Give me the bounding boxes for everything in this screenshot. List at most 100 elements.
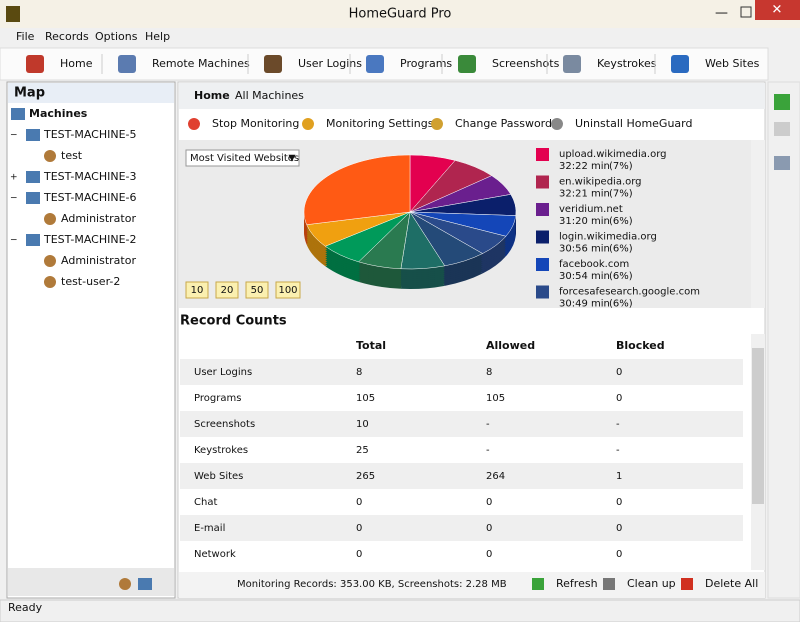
action-button[interactable]: Stop Monitoring bbox=[212, 117, 299, 130]
footer-button[interactable]: Delete All bbox=[705, 577, 758, 590]
menu-item[interactable]: Options bbox=[95, 30, 138, 43]
toolbar-icon bbox=[458, 55, 476, 73]
menu-item[interactable]: Records bbox=[45, 30, 89, 43]
user-icon bbox=[44, 255, 56, 267]
table-cell: 105 bbox=[356, 393, 375, 404]
toolbar-icon bbox=[118, 55, 136, 73]
toolbar-button[interactable]: Programs bbox=[400, 57, 452, 70]
limit-label: 20 bbox=[221, 285, 234, 296]
toolbar-icon bbox=[366, 55, 384, 73]
limit-button[interactable] bbox=[245, 281, 269, 299]
expander[interactable]: − bbox=[10, 236, 18, 246]
window-title: HomeGuard Pro bbox=[349, 7, 452, 22]
toolbar-button[interactable]: Keystrokes bbox=[597, 57, 657, 70]
row-bg bbox=[180, 411, 743, 437]
column-header: Total bbox=[356, 339, 386, 352]
row-label: Programs bbox=[194, 393, 241, 404]
expander[interactable]: − bbox=[10, 131, 18, 141]
action-button[interactable]: Uninstall HomeGuard bbox=[575, 117, 692, 130]
row-label: User Logins bbox=[194, 367, 252, 378]
dropdown-arrow: ▼ bbox=[289, 154, 296, 164]
table-cell: 1 bbox=[616, 471, 622, 482]
table-cell: 264 bbox=[486, 471, 505, 482]
minimize[interactable]: — bbox=[715, 6, 728, 21]
toolbar-button[interactable]: Home bbox=[60, 57, 93, 70]
machine-node[interactable]: TEST-MACHINE-2 bbox=[43, 233, 137, 246]
status-bar bbox=[0, 599, 800, 623]
legend-name: upload.wikimedia.org bbox=[559, 149, 667, 160]
action-button[interactable]: Change Password bbox=[455, 117, 552, 130]
legend-percent: (7%) bbox=[609, 189, 633, 200]
legend-time: 30:49 min bbox=[559, 299, 610, 310]
toolbar-icon bbox=[563, 55, 581, 73]
breadcrumb[interactable]: All Machines bbox=[235, 89, 304, 102]
footer-bar bbox=[179, 572, 765, 598]
side-icon[interactable] bbox=[774, 94, 790, 110]
close[interactable] bbox=[755, 0, 800, 20]
toolbar-button[interactable]: Remote Machines bbox=[152, 57, 250, 70]
toolbar-button[interactable]: User Logins bbox=[298, 57, 362, 70]
user-node[interactable]: Administrator bbox=[61, 212, 136, 225]
menu-item[interactable]: Help bbox=[145, 30, 170, 43]
table-cell: 105 bbox=[486, 393, 505, 404]
legend-swatch bbox=[536, 230, 549, 244]
user-node[interactable]: test-user-2 bbox=[61, 275, 120, 288]
table-cell: 0 bbox=[616, 523, 622, 534]
limit-button[interactable] bbox=[185, 281, 209, 299]
table-cell: 0 bbox=[486, 497, 492, 508]
app-icon bbox=[6, 6, 20, 22]
action-icon bbox=[551, 118, 563, 130]
title-bar bbox=[0, 0, 800, 28]
table-cell: 0 bbox=[356, 523, 362, 534]
table-cell: 0 bbox=[616, 549, 622, 560]
footer-icon bbox=[681, 578, 693, 590]
user-icon bbox=[119, 578, 131, 590]
user-icon bbox=[44, 150, 56, 162]
limit-label: 10 bbox=[191, 285, 204, 296]
tree-root[interactable]: Machines bbox=[29, 107, 88, 120]
machine-node[interactable]: TEST-MACHINE-6 bbox=[43, 191, 137, 204]
toolbar-button[interactable]: Screenshots bbox=[492, 57, 560, 70]
limit-button[interactable] bbox=[275, 281, 301, 299]
close-x: ✕ bbox=[772, 3, 783, 18]
footer-button[interactable]: Clean up bbox=[627, 577, 676, 590]
column-header: Blocked bbox=[616, 339, 665, 352]
footer-icon bbox=[603, 578, 615, 590]
legend-time: 32:22 min bbox=[559, 161, 610, 172]
side-icon[interactable] bbox=[774, 122, 790, 136]
table-cell: - bbox=[616, 445, 620, 456]
user-node[interactable]: test bbox=[61, 149, 83, 162]
machine-icon bbox=[138, 578, 152, 590]
table-cell: 0 bbox=[486, 523, 492, 534]
chart-selector[interactable] bbox=[185, 149, 300, 167]
legend-time: 31:20 min bbox=[559, 216, 610, 227]
scroll-thumb[interactable] bbox=[752, 348, 764, 504]
user-node[interactable]: Administrator bbox=[61, 254, 136, 267]
action-button[interactable]: Monitoring Settings bbox=[326, 117, 434, 130]
breadcrumb[interactable]: Home bbox=[194, 89, 230, 102]
expander[interactable]: + bbox=[10, 173, 18, 183]
limit-button[interactable] bbox=[215, 281, 239, 299]
table-cell: - bbox=[616, 419, 620, 430]
maximize[interactable] bbox=[740, 6, 752, 18]
chart-scrollbar[interactable] bbox=[751, 140, 765, 308]
row-label: Network bbox=[194, 549, 236, 560]
machine-node[interactable]: TEST-MACHINE-5 bbox=[43, 128, 137, 141]
legend-time: 30:54 min bbox=[559, 271, 610, 282]
row-bg bbox=[180, 359, 743, 385]
expander[interactable]: − bbox=[10, 194, 18, 204]
table-cell: 10 bbox=[356, 419, 369, 430]
machine-node[interactable]: TEST-MACHINE-3 bbox=[43, 170, 137, 183]
table-cell: 0 bbox=[356, 497, 362, 508]
side-icon[interactable] bbox=[774, 156, 790, 170]
machine-icon bbox=[26, 192, 40, 204]
row-label: Screenshots bbox=[194, 419, 255, 430]
status-text: Ready bbox=[8, 601, 43, 614]
legend-swatch bbox=[536, 148, 549, 161]
footer-button[interactable]: Refresh bbox=[556, 577, 598, 590]
table-cell: 0 bbox=[616, 497, 622, 508]
toolbar-button[interactable]: Web Sites bbox=[705, 57, 760, 70]
action-icon bbox=[302, 118, 314, 130]
menu-item[interactable]: File bbox=[16, 30, 35, 43]
